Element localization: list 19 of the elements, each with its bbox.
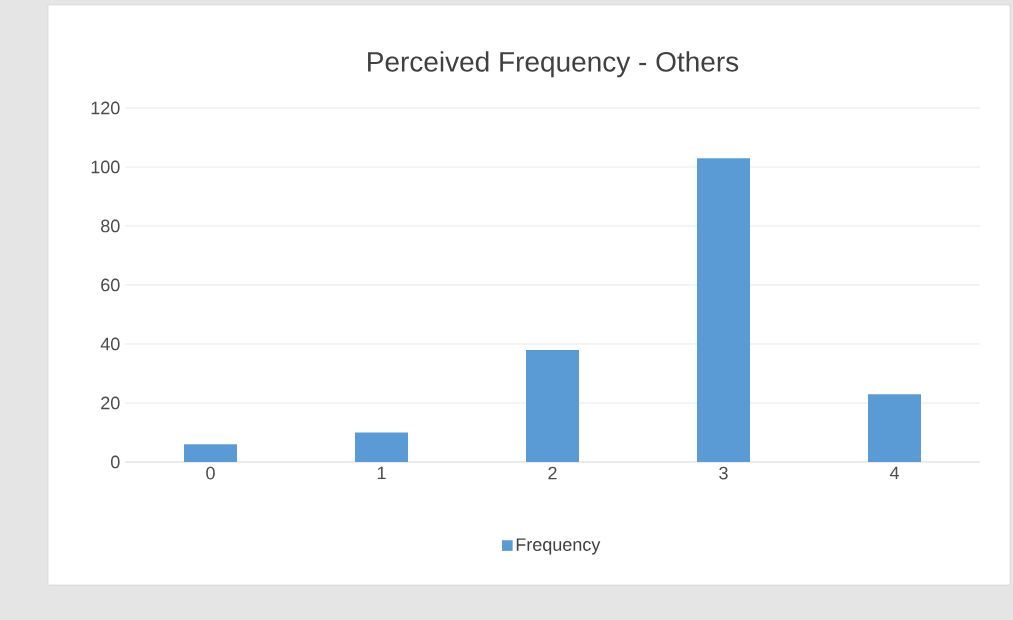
- y-tick-label: 20: [101, 396, 120, 410]
- legend-label: Frequency: [516, 538, 601, 555]
- x-tick-label: 1: [377, 466, 386, 480]
- y-tick-label: 40: [100, 337, 120, 351]
- bar: [697, 158, 750, 462]
- y-tick-label: 100: [91, 160, 120, 174]
- chart-title: Perceived Frequency - Others: [368, 51, 739, 78]
- bar: [526, 349, 579, 462]
- x-tick-label: 2: [548, 466, 557, 480]
- bar: [868, 394, 921, 462]
- y-tick-label: 80: [101, 219, 120, 233]
- bar: [355, 432, 409, 462]
- bar: [184, 444, 238, 462]
- x-tick-label: 3: [719, 466, 728, 480]
- x-tick-label: 0: [206, 466, 215, 480]
- y-tick-label: 0: [111, 455, 120, 469]
- x-tick-label: 4: [889, 466, 899, 480]
- y-tick-label: 60: [101, 278, 120, 292]
- y-tick-label: 120: [91, 101, 120, 115]
